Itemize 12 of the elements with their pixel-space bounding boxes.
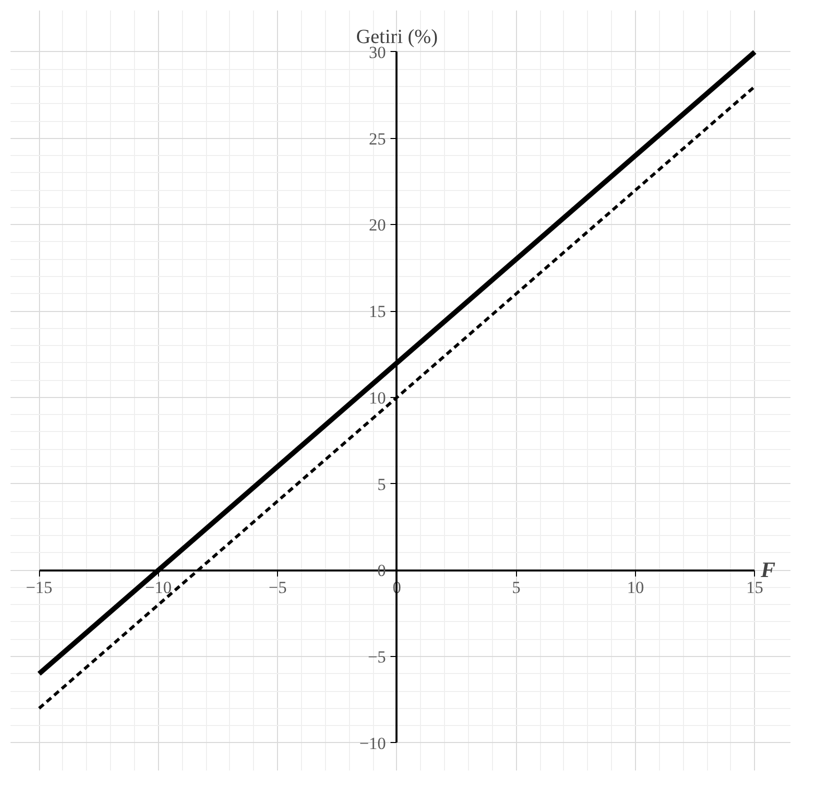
y-tick-label: −5 xyxy=(368,648,386,666)
x-tick-label: −10 xyxy=(145,578,172,598)
x-tick-label: 10 xyxy=(626,578,644,598)
x-tick-label: −15 xyxy=(26,578,52,598)
x-tick-label: −5 xyxy=(268,578,287,598)
y-tick-label: 10 xyxy=(368,388,386,408)
y-tick-label: 20 xyxy=(368,216,386,235)
y-tick-label: 15 xyxy=(368,302,386,322)
x-tick-label: 5 xyxy=(512,578,520,598)
y-tick-label: 5 xyxy=(377,474,386,494)
y-tick-label: 25 xyxy=(368,129,386,148)
y-tick-label: −10 xyxy=(359,734,386,753)
